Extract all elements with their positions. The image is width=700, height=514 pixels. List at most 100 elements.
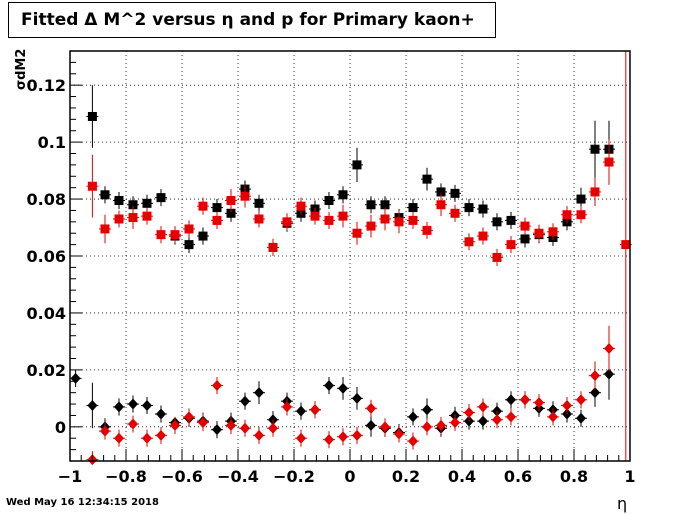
data-point	[87, 111, 97, 121]
data-point	[436, 187, 446, 197]
x-tick-label: −0.2	[273, 467, 315, 486]
data-point	[450, 208, 460, 218]
x-tick-label: −0.8	[105, 467, 147, 486]
data-point	[478, 204, 488, 214]
data-point	[576, 412, 586, 424]
y-tick-label: 0.04	[27, 304, 66, 323]
data-point	[338, 211, 348, 221]
data-point	[296, 432, 306, 444]
timestamp: Wed May 16 12:34:15 2018	[6, 497, 159, 508]
data-point	[70, 372, 81, 384]
data-point	[184, 224, 194, 234]
data-point	[380, 200, 390, 210]
data-point	[450, 417, 460, 429]
data-point	[621, 240, 631, 250]
data-point	[142, 211, 152, 221]
data-point	[352, 392, 362, 404]
x-axis-title: η	[617, 494, 628, 513]
data-point	[422, 225, 432, 235]
data-point	[142, 198, 152, 208]
chart-title: Fitted Δ M^2 versus η and p for Primary …	[21, 10, 475, 30]
data-point	[464, 203, 474, 213]
data-point	[156, 193, 166, 203]
data-point	[590, 387, 600, 399]
data-point	[590, 370, 600, 382]
data-point	[114, 401, 124, 413]
data-point	[87, 399, 98, 411]
data-point	[394, 428, 404, 440]
data-point	[324, 380, 334, 392]
data-point	[422, 421, 432, 433]
data-point	[100, 224, 110, 234]
data-point	[87, 181, 97, 191]
x-tick-label: 0.6	[504, 467, 532, 486]
data-point	[576, 194, 586, 204]
y-tick-label: 0	[55, 418, 66, 437]
data-point	[198, 231, 208, 241]
data-point	[142, 399, 152, 411]
data-point	[226, 419, 236, 431]
data-point	[282, 401, 292, 413]
data-point	[366, 200, 376, 210]
data-point	[436, 200, 446, 210]
series-2	[86, 51, 632, 461]
data-point	[212, 203, 222, 213]
data-point	[114, 195, 124, 205]
data-point	[156, 408, 166, 420]
data-point	[100, 425, 110, 437]
data-point	[310, 211, 320, 221]
data-point	[212, 215, 222, 225]
data-point	[184, 240, 194, 250]
axes: −1 −0.8 −0.6 −0.4 −0.2 0 0.2 0.4 0.6 0.8 1 0 0.02 0.0…	[27, 50, 636, 486]
data-point	[576, 210, 586, 220]
data-point	[520, 394, 530, 406]
data-point	[142, 432, 152, 444]
data-point	[506, 411, 516, 423]
data-point	[520, 221, 530, 231]
y-tick-label: 0.1	[38, 133, 66, 152]
data-point	[520, 234, 530, 244]
data-point	[324, 215, 334, 225]
y-tick-label: 0.12	[27, 76, 66, 95]
data-point	[226, 195, 236, 205]
data-point	[534, 228, 544, 238]
data-point	[394, 217, 404, 227]
data-point	[128, 213, 138, 223]
data-point	[422, 174, 432, 184]
data-point	[464, 407, 474, 419]
data-point	[366, 221, 376, 231]
data-point	[338, 190, 348, 200]
x-tick-label: 0	[344, 467, 355, 486]
data-point	[128, 398, 138, 410]
data-point	[492, 217, 502, 227]
data-point	[282, 217, 292, 227]
y-tick-label: 0.08	[27, 190, 66, 209]
data-point	[184, 411, 194, 423]
data-point	[254, 429, 264, 441]
x-tick-label: −0.6	[161, 467, 203, 486]
data-point	[408, 215, 418, 225]
data-point	[492, 414, 502, 426]
x-tick-label: −0.4	[217, 467, 259, 486]
x-tick-label: −1	[58, 467, 83, 486]
data-point	[240, 422, 250, 434]
data-point	[562, 399, 572, 411]
data-point	[156, 429, 166, 441]
data-points	[69, 51, 632, 466]
x-tick-label: 1	[624, 467, 635, 486]
data-point	[478, 231, 488, 241]
data-point	[324, 195, 334, 205]
data-point	[254, 198, 264, 208]
data-point	[352, 228, 362, 238]
data-point	[548, 227, 558, 237]
data-point	[254, 387, 264, 399]
data-point	[226, 208, 236, 218]
data-point	[408, 203, 418, 213]
data-point	[478, 415, 488, 427]
data-point	[506, 215, 516, 225]
data-point	[590, 144, 600, 154]
data-point	[352, 429, 362, 441]
data-point	[492, 252, 502, 262]
data-point	[548, 411, 558, 423]
data-point	[254, 214, 264, 224]
